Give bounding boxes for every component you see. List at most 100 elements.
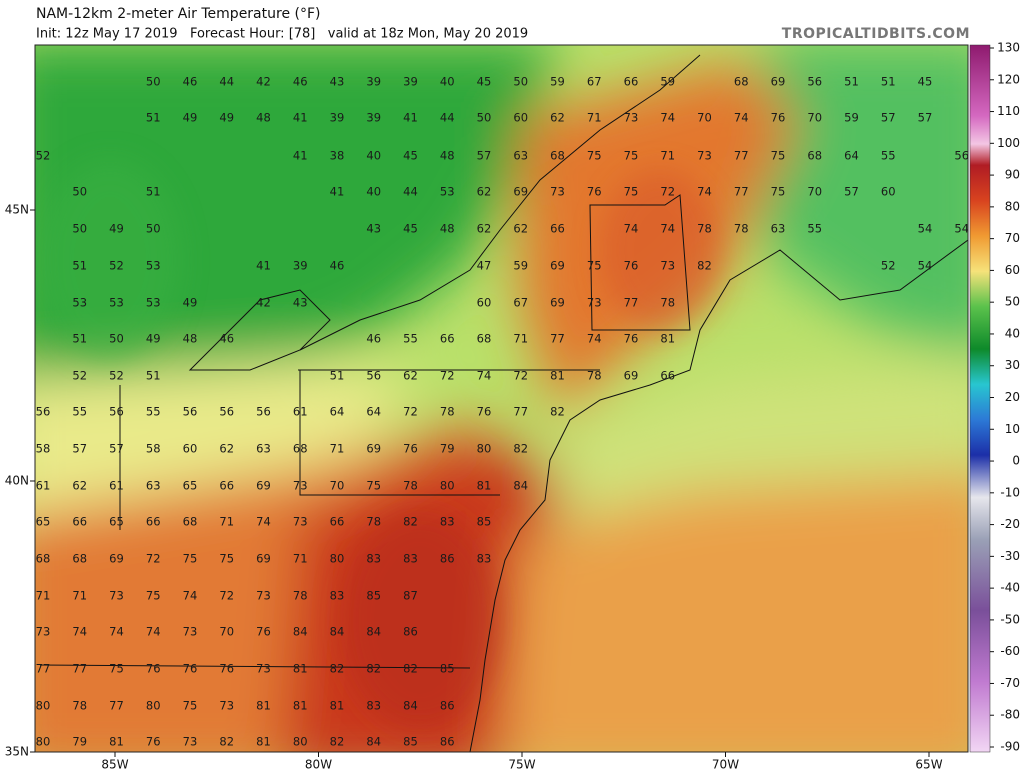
station-value: 82	[403, 515, 418, 529]
station-value: 63	[771, 222, 786, 236]
station-value: 61	[109, 479, 124, 493]
station-value: 72	[440, 369, 455, 383]
station-value: 68	[550, 149, 565, 163]
colorbar-label: -80	[1000, 708, 1020, 722]
lat-label: 35N	[5, 745, 29, 759]
station-value: 74	[734, 111, 749, 125]
station-value: 77	[624, 296, 639, 310]
station-value: 46	[183, 75, 198, 89]
lon-label: 70W	[712, 758, 739, 772]
station-value: 56	[109, 405, 124, 419]
station-value: 56	[183, 405, 198, 419]
station-value: 56	[36, 405, 51, 419]
station-value: 56	[807, 75, 822, 89]
station-value: 72	[660, 185, 675, 199]
colorbar-label: -10	[1000, 485, 1020, 499]
station-value: 39	[366, 111, 381, 125]
station-value: 71	[587, 111, 602, 125]
station-value: 77	[109, 699, 124, 713]
station-value: 51	[844, 75, 859, 89]
station-value: 68	[293, 442, 308, 456]
station-value: 78	[72, 699, 87, 713]
station-value: 65	[36, 515, 51, 529]
station-value: 74	[624, 222, 639, 236]
station-value: 41	[330, 185, 345, 199]
station-value: 38	[330, 149, 345, 163]
station-value: 84	[366, 735, 381, 749]
station-value: 62	[513, 222, 528, 236]
station-value: 86	[440, 552, 455, 566]
station-value: 50	[146, 75, 161, 89]
station-value: 74	[660, 111, 675, 125]
station-value: 62	[477, 222, 492, 236]
station-value: 75	[771, 185, 786, 199]
station-value: 69	[624, 369, 639, 383]
colorbar-label: 70	[1005, 231, 1020, 245]
station-value: 73	[256, 589, 271, 603]
colorbar-label: -50	[1000, 612, 1020, 626]
station-value: 39	[330, 111, 345, 125]
station-value: 66	[330, 515, 345, 529]
station-value: 72	[513, 369, 528, 383]
station-value: 75	[146, 589, 161, 603]
station-value: 53	[146, 296, 161, 310]
station-value: 68	[734, 75, 749, 89]
station-value: 48	[440, 222, 455, 236]
station-value: 58	[146, 442, 161, 456]
credit: TROPICALTIDBITS.COM	[782, 26, 970, 42]
station-value: 41	[293, 149, 308, 163]
station-value: 54	[954, 222, 969, 236]
station-value: 39	[366, 75, 381, 89]
station-value: 83	[403, 552, 418, 566]
station-value: 83	[440, 515, 455, 529]
station-value: 62	[550, 111, 565, 125]
station-value: 82	[403, 662, 418, 676]
station-value: 83	[366, 699, 381, 713]
station-value: 69	[771, 75, 786, 89]
station-value: 73	[660, 259, 675, 273]
station-value: 56	[256, 405, 271, 419]
station-value: 76	[624, 259, 639, 273]
colorbar-label: 90	[1005, 168, 1020, 182]
station-value: 50	[513, 75, 528, 89]
station-value: 74	[256, 515, 271, 529]
station-value: 51	[72, 332, 87, 346]
station-value: 75	[587, 149, 602, 163]
station-value: 68	[807, 149, 822, 163]
station-value: 77	[72, 662, 87, 676]
station-value: 46	[366, 332, 381, 346]
station-values: 50 46 44 42 46 43 39 39 40 45 50 59 67 66 59 68 69 56 51 51…	[36, 75, 969, 749]
station-value: 74	[72, 625, 87, 639]
station-value: 69	[256, 552, 271, 566]
station-value: 83	[366, 552, 381, 566]
station-value: 49	[183, 111, 198, 125]
station-value: 66	[146, 515, 161, 529]
station-value: 46	[330, 259, 345, 273]
station-value: 69	[366, 442, 381, 456]
station-value: 76	[403, 442, 418, 456]
station-value: 62	[403, 369, 418, 383]
station-value: 81	[293, 662, 308, 676]
station-value: 77	[734, 185, 749, 199]
station-value: 78	[660, 296, 675, 310]
station-value: 50	[146, 222, 161, 236]
station-value: 82	[697, 259, 712, 273]
station-value: 73	[293, 479, 308, 493]
station-value: 60	[513, 111, 528, 125]
station-value: 86	[440, 699, 455, 713]
station-value: 76	[477, 405, 492, 419]
station-value: 63	[256, 442, 271, 456]
colorbar	[969, 44, 991, 753]
station-value: 57	[918, 111, 933, 125]
station-value: 78	[587, 369, 602, 383]
station-value: 71	[36, 589, 51, 603]
station-value: 80	[36, 735, 51, 749]
station-value: 49	[183, 296, 198, 310]
station-value: 75	[219, 552, 234, 566]
lon-label: 75W	[508, 758, 535, 772]
colorbar-label: 40	[1005, 326, 1020, 340]
station-value: 85	[403, 735, 418, 749]
station-value: 62	[219, 442, 234, 456]
station-value: 71	[293, 552, 308, 566]
